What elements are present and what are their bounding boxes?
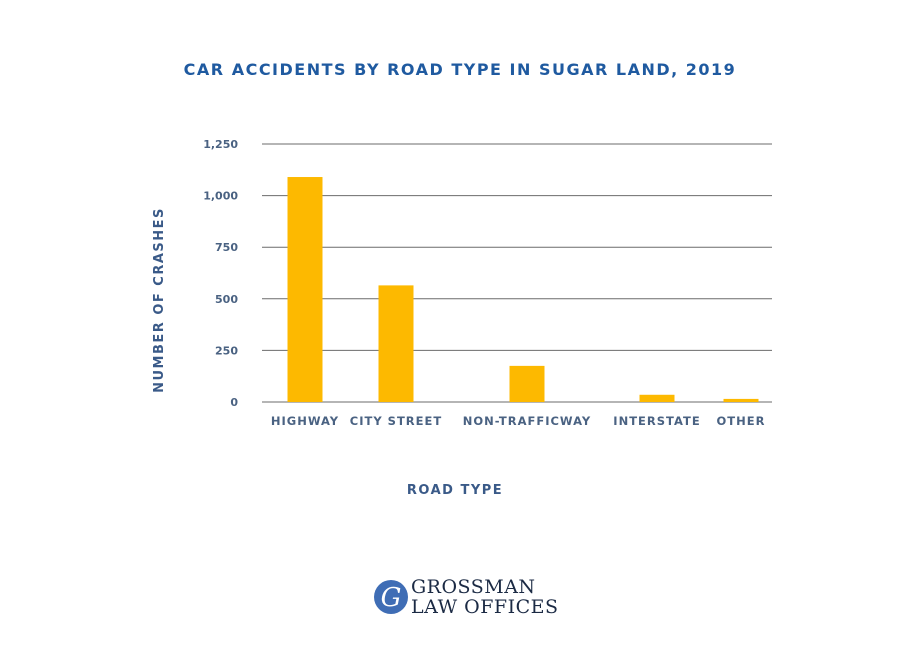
bar-interstate [639,394,675,402]
chart-title: CAR ACCIDENTS BY ROAD TYPE IN SUGAR LAND… [183,60,737,79]
logo-monogram-icon: G [374,580,408,614]
svg-text:G: G [381,583,402,613]
bar-non-trafficway [509,365,545,402]
logo-line-1: GROSSMAN [411,576,536,598]
logo-line-2: LAW OFFICES [411,596,559,618]
bar-other [723,398,759,402]
y-tick-label: 1,000 [203,190,238,203]
grossman-logo: G GROSSMAN LAW OFFICES [373,577,573,619]
category-labels: HIGHWAY CITY STREET NON-TRAFFICWAY INTERSTA… [271,414,766,428]
category-label: OTHER [717,414,766,428]
category-label: HIGHWAY [271,414,339,428]
bar-city-street [378,285,414,402]
y-axis-label: NUMBER OF CRASHES [152,207,167,393]
category-label: NON-TRAFFICWAY [463,414,591,428]
gridlines [262,143,772,403]
y-tick-label: 1,250 [203,138,238,151]
y-tick-label: 750 [215,241,238,254]
category-label: CITY STREET [350,414,442,428]
category-label: INTERSTATE [613,414,700,428]
x-axis-label: ROAD TYPE [407,483,503,498]
y-tick-label: 250 [215,344,238,357]
y-tick-label: 500 [215,293,238,306]
y-tick-labels: 0 250 500 750 1,000 1,250 [203,138,238,409]
bar-highway [287,177,323,402]
y-tick-label: 0 [230,396,238,409]
bars [287,177,759,402]
